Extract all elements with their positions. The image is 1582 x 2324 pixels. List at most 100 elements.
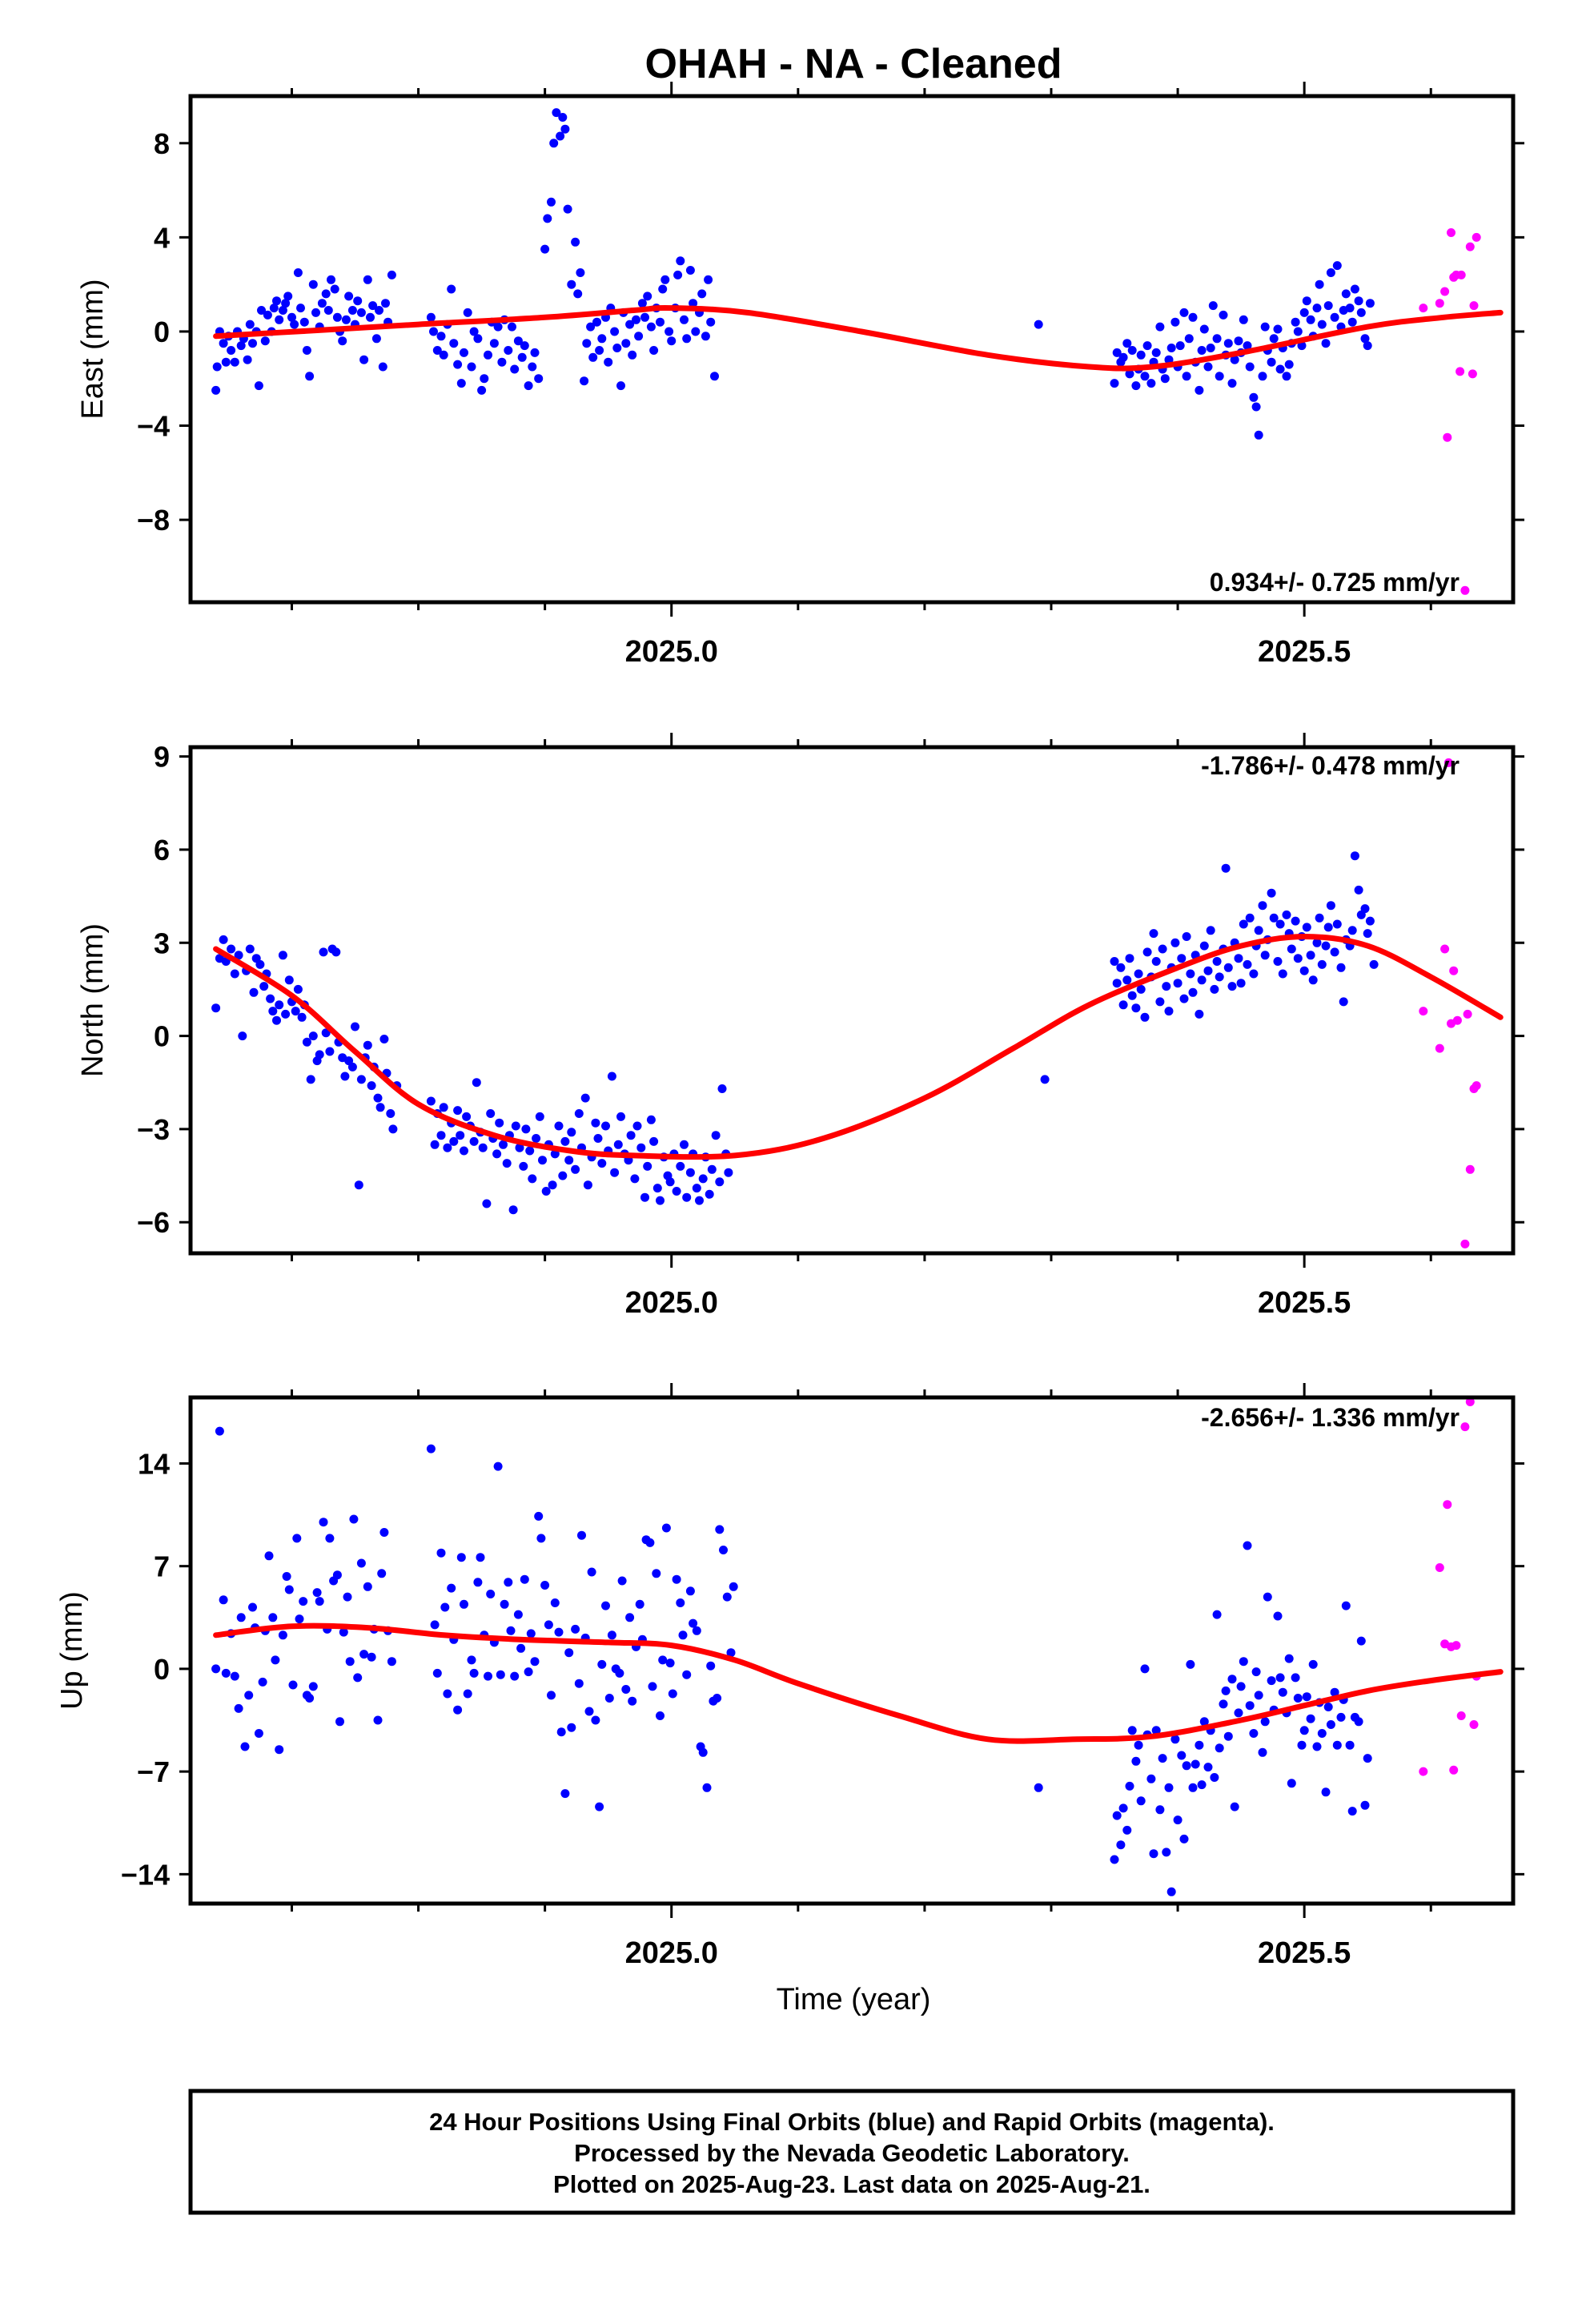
east-final-orbit-point bbox=[685, 266, 695, 275]
north-final-orbit-point bbox=[646, 1115, 656, 1124]
east-final-orbit-point bbox=[1251, 402, 1261, 412]
up-final-orbit-point bbox=[1245, 1701, 1255, 1711]
east-final-orbit-point bbox=[586, 322, 596, 332]
east-final-orbit-point bbox=[254, 381, 263, 391]
east-final-orbit-point bbox=[1243, 341, 1252, 351]
up-final-orbit-point bbox=[456, 1553, 466, 1562]
north-final-orbit-point bbox=[291, 1007, 300, 1016]
east-rapid-orbit-point bbox=[1435, 299, 1444, 308]
up-final-orbit-point bbox=[373, 1715, 383, 1725]
east-final-orbit-point bbox=[1166, 344, 1176, 352]
north-rapid-orbit-point bbox=[1440, 944, 1450, 954]
up-final-orbit-point bbox=[339, 1627, 348, 1637]
east-plot-frame bbox=[188, 94, 1516, 605]
north-final-orbit-point bbox=[1186, 969, 1195, 979]
up-final-orbit-point bbox=[1166, 1887, 1176, 1896]
up-final-orbit-point bbox=[221, 1668, 231, 1678]
up-final-orbit-point bbox=[236, 1613, 246, 1622]
north-final-orbit-point bbox=[1195, 1009, 1204, 1019]
north-final-orbit-point bbox=[388, 1124, 398, 1134]
up-final-orbit-point bbox=[1034, 1783, 1043, 1792]
north-final-orbit-point bbox=[1236, 979, 1246, 988]
east-final-orbit-point bbox=[1291, 317, 1300, 327]
north-final-orbit-point bbox=[502, 1159, 512, 1168]
up-final-orbit-point bbox=[367, 1652, 376, 1662]
up-y-axis-label: Up (mm) bbox=[55, 1591, 89, 1710]
north-final-orbit-point bbox=[597, 1159, 607, 1168]
north-final-orbit-point bbox=[692, 1184, 701, 1193]
east-final-orbit-point bbox=[610, 327, 620, 336]
up-final-orbit-point bbox=[628, 1696, 637, 1706]
up-final-orbit-point bbox=[1140, 1664, 1150, 1674]
up-final-orbit-point bbox=[506, 1626, 516, 1635]
up-final-orbit-point bbox=[635, 1599, 644, 1609]
east-final-orbit-point bbox=[612, 344, 622, 352]
up-final-orbit-point bbox=[658, 1655, 668, 1665]
north-final-orbit-point bbox=[564, 1156, 574, 1165]
north-final-orbit-point bbox=[1127, 991, 1137, 1000]
east-final-orbit-point bbox=[582, 339, 592, 348]
east-xtick-label: 2025.0 bbox=[625, 635, 718, 669]
east-final-orbit-point bbox=[1332, 261, 1342, 271]
east-final-orbit-point bbox=[1312, 304, 1322, 313]
up-final-orbit-point bbox=[275, 1745, 284, 1755]
east-final-orbit-point bbox=[1321, 339, 1331, 348]
north-rapid-orbit-point bbox=[1460, 1239, 1470, 1248]
north-final-orbit-point bbox=[1125, 954, 1134, 963]
east-final-orbit-point bbox=[338, 336, 347, 346]
up-final-orbit-point bbox=[268, 1613, 278, 1622]
east-rapid-orbit-point bbox=[1447, 228, 1456, 237]
up-final-orbit-point bbox=[1182, 1761, 1191, 1771]
north-final-orbit-point bbox=[560, 1136, 570, 1146]
up-final-orbit-point bbox=[1230, 1802, 1239, 1811]
north-rapid-orbit-point bbox=[1449, 966, 1459, 975]
north-final-orbit-point bbox=[1206, 926, 1215, 935]
up-final-orbit-point bbox=[248, 1602, 257, 1612]
east-rapid-orbit-point bbox=[1465, 242, 1475, 251]
east-final-orbit-point bbox=[1127, 346, 1137, 355]
east-final-orbit-point bbox=[1110, 379, 1119, 388]
north-y-axis-label: North (mm) bbox=[76, 923, 110, 1077]
north-final-orbit-point bbox=[1182, 932, 1191, 941]
north-final-orbit-point bbox=[528, 1174, 537, 1184]
north-final-orbit-point bbox=[1243, 959, 1252, 969]
up-final-orbit-point bbox=[1278, 1687, 1287, 1697]
north-final-orbit-point bbox=[640, 1192, 649, 1202]
north-final-orbit-point bbox=[1363, 929, 1372, 939]
north-final-orbit-point bbox=[472, 1078, 481, 1088]
east-rapid-orbit-point bbox=[1419, 304, 1428, 313]
north-final-orbit-point bbox=[717, 1084, 727, 1093]
up-final-orbit-point bbox=[530, 1657, 540, 1667]
east-final-orbit-point bbox=[640, 312, 649, 322]
north-final-orbit-point bbox=[375, 1103, 385, 1112]
up-rapid-orbit-point bbox=[1460, 1422, 1470, 1432]
east-final-orbit-point bbox=[1155, 322, 1165, 332]
north-final-orbit-point bbox=[293, 984, 303, 994]
north-final-orbit-point bbox=[275, 1000, 284, 1010]
up-final-orbit-point bbox=[1332, 1740, 1342, 1750]
up-final-orbit-point bbox=[219, 1595, 228, 1605]
east-final-orbit-point bbox=[1330, 312, 1339, 322]
up-final-orbit-point bbox=[325, 1534, 335, 1543]
east-final-orbit-point bbox=[269, 304, 279, 313]
east-final-orbit-point bbox=[1275, 364, 1285, 374]
up-final-orbit-point bbox=[1146, 1774, 1156, 1783]
up-final-orbit-point bbox=[560, 1789, 570, 1799]
north-final-orbit-point bbox=[347, 1062, 357, 1072]
north-final-orbit-point bbox=[680, 1140, 689, 1149]
east-final-orbit-point bbox=[1273, 324, 1283, 334]
north-final-orbit-point bbox=[1249, 969, 1259, 979]
north-final-orbit-point bbox=[1332, 919, 1342, 929]
north-rapid-orbit-point bbox=[1465, 1164, 1475, 1174]
north-ytick-label: 9 bbox=[154, 741, 170, 774]
up-final-orbit-point bbox=[1347, 1807, 1357, 1816]
up-final-orbit-point bbox=[1234, 1708, 1243, 1718]
up-final-orbit-point bbox=[713, 1694, 722, 1703]
east-final-orbit-point bbox=[1122, 339, 1132, 348]
east-final-orbit-point bbox=[1317, 320, 1327, 329]
east-final-orbit-point bbox=[649, 346, 659, 355]
east-final-orbit-point bbox=[1182, 372, 1191, 381]
east-final-orbit-point bbox=[1239, 315, 1248, 324]
up-final-orbit-point bbox=[447, 1583, 456, 1593]
up-final-orbit-point bbox=[1323, 1703, 1333, 1711]
